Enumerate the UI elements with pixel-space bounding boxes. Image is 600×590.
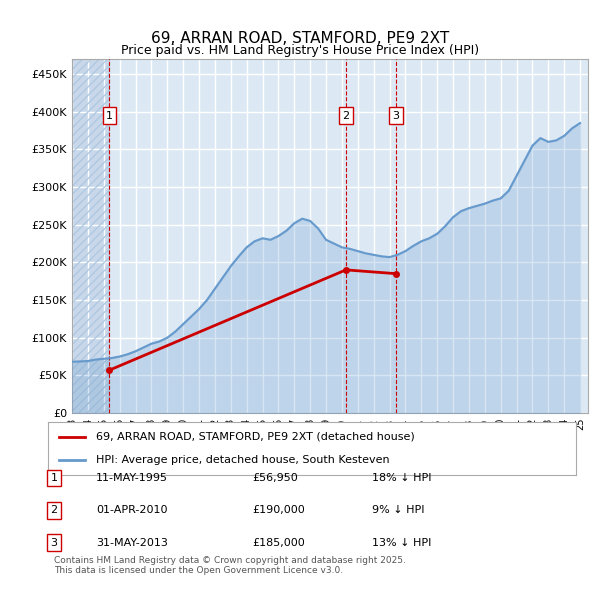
Text: 69, ARRAN ROAD, STAMFORD, PE9 2XT: 69, ARRAN ROAD, STAMFORD, PE9 2XT bbox=[151, 31, 449, 46]
Text: 2: 2 bbox=[343, 111, 349, 120]
Text: 01-APR-2010: 01-APR-2010 bbox=[96, 506, 167, 515]
Text: 31-MAY-2013: 31-MAY-2013 bbox=[96, 538, 168, 548]
Text: 9% ↓ HPI: 9% ↓ HPI bbox=[372, 506, 425, 515]
Text: £56,950: £56,950 bbox=[252, 473, 298, 483]
Text: £190,000: £190,000 bbox=[252, 506, 305, 515]
Text: 1: 1 bbox=[50, 473, 58, 483]
Text: 1: 1 bbox=[106, 111, 113, 120]
Point bbox=[341, 265, 350, 274]
Text: 69, ARRAN ROAD, STAMFORD, PE9 2XT (detached house): 69, ARRAN ROAD, STAMFORD, PE9 2XT (detac… bbox=[95, 432, 414, 442]
Text: 3: 3 bbox=[392, 111, 400, 120]
Text: Contains HM Land Registry data © Crown copyright and database right 2025.
This d: Contains HM Land Registry data © Crown c… bbox=[54, 556, 406, 575]
Point bbox=[391, 269, 401, 278]
Text: 3: 3 bbox=[50, 538, 58, 548]
Text: 2: 2 bbox=[50, 506, 58, 515]
Text: 13% ↓ HPI: 13% ↓ HPI bbox=[372, 538, 431, 548]
Text: 18% ↓ HPI: 18% ↓ HPI bbox=[372, 473, 431, 483]
Text: 11-MAY-1995: 11-MAY-1995 bbox=[96, 473, 168, 483]
Text: HPI: Average price, detached house, South Kesteven: HPI: Average price, detached house, Sout… bbox=[95, 455, 389, 465]
Text: £185,000: £185,000 bbox=[252, 538, 305, 548]
Point bbox=[104, 365, 114, 375]
Text: Price paid vs. HM Land Registry's House Price Index (HPI): Price paid vs. HM Land Registry's House … bbox=[121, 44, 479, 57]
